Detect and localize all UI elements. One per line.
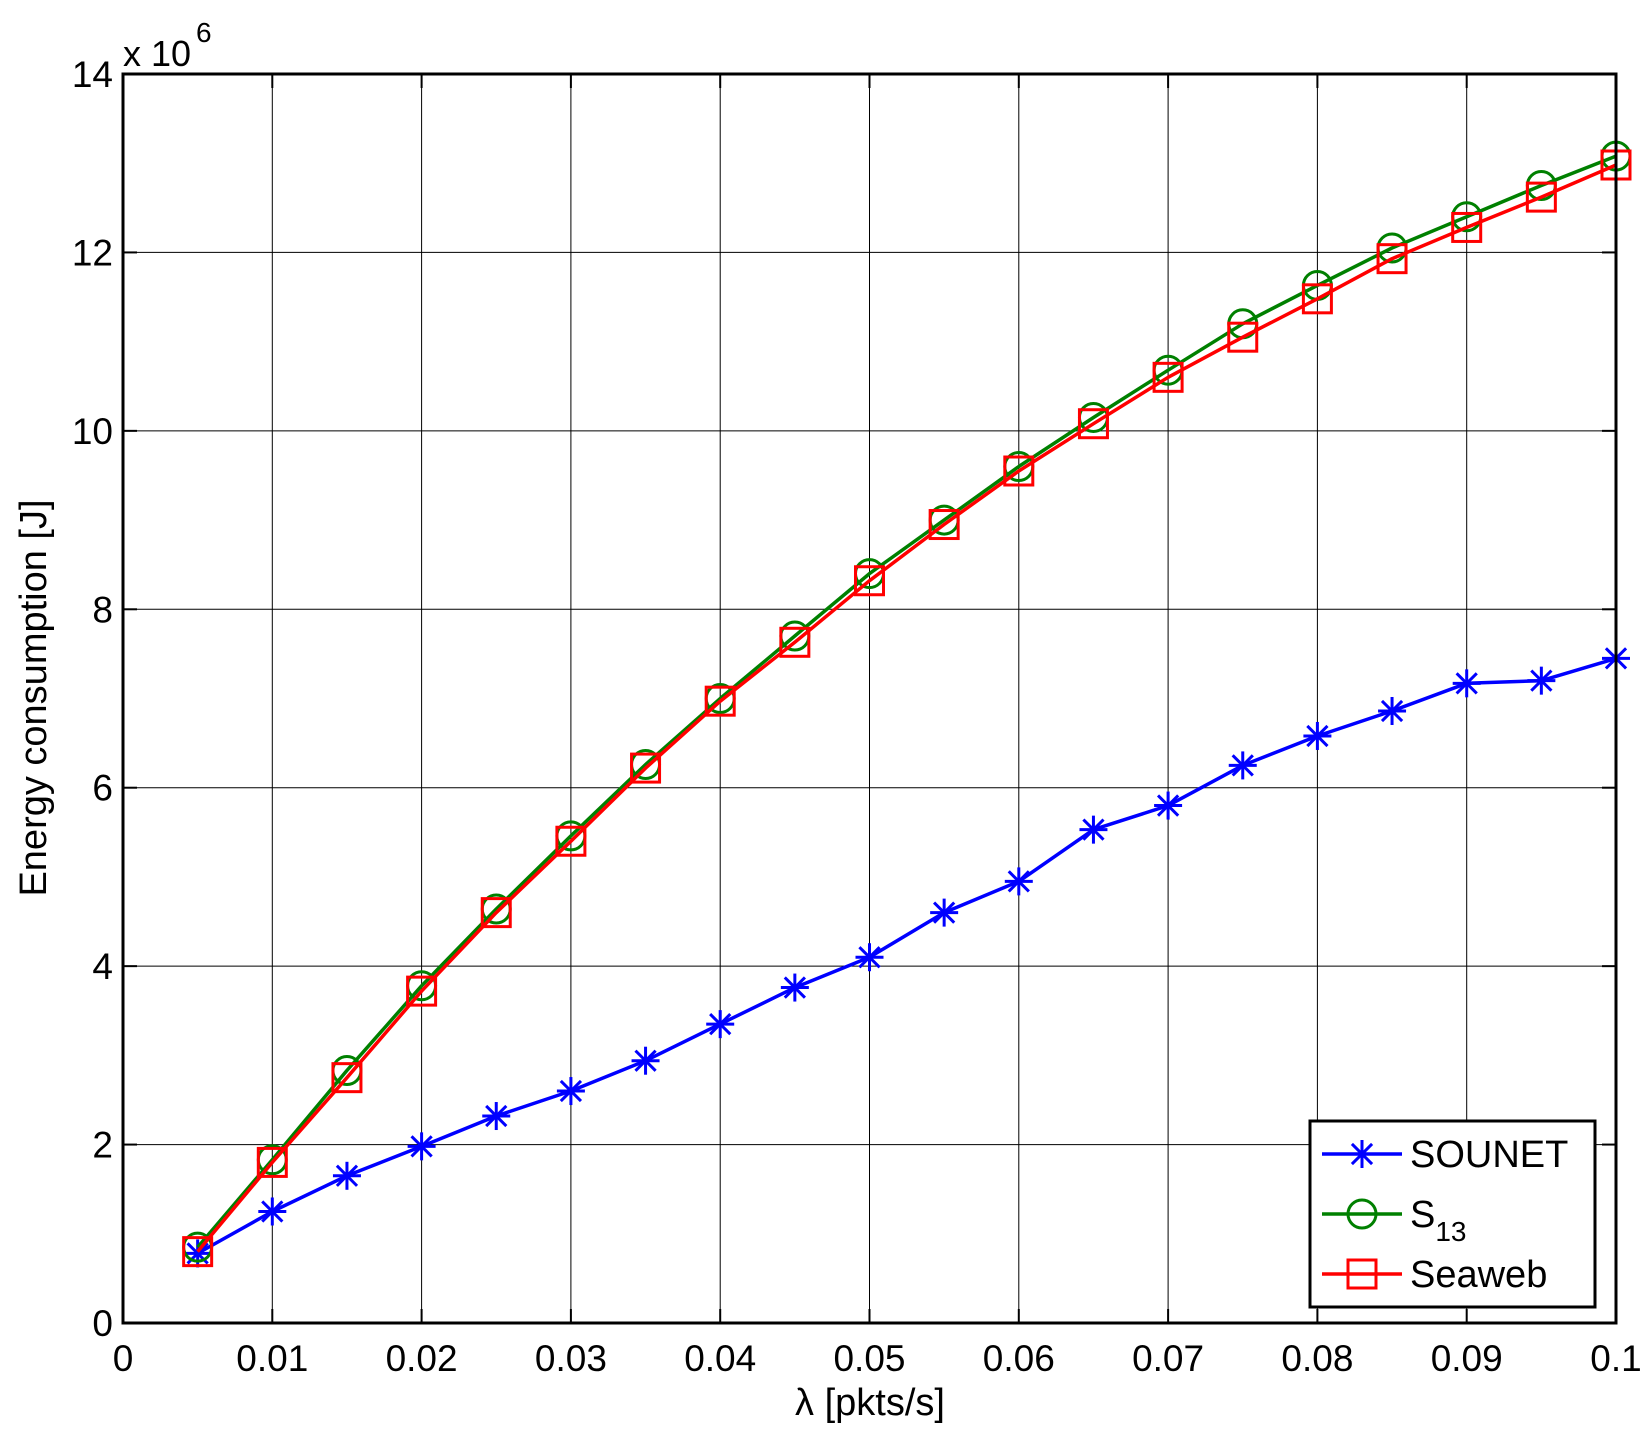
- data-point: [706, 1010, 735, 1039]
- data-point: [928, 509, 960, 541]
- data-point: [631, 1046, 660, 1075]
- data-point: [1451, 211, 1483, 243]
- data-point: [930, 898, 959, 927]
- legend-marker: [1346, 1198, 1378, 1230]
- data-point: [256, 1146, 288, 1178]
- data-point: [1378, 696, 1407, 725]
- data-point: [556, 1077, 585, 1106]
- data-point: [1228, 751, 1257, 780]
- x-tick-label: 0.06: [983, 1338, 1055, 1379]
- data-point: [1452, 669, 1481, 698]
- data-point: [630, 752, 662, 784]
- data-point: [1303, 721, 1332, 750]
- data-point: [1527, 666, 1556, 695]
- data-point: [332, 1161, 361, 1190]
- x-tick-label: 0.02: [386, 1338, 458, 1379]
- data-point: [1154, 791, 1183, 820]
- data-point: [1301, 283, 1333, 315]
- x-tick-label: 0: [113, 1338, 134, 1379]
- data-point: [407, 1132, 436, 1161]
- y-tick-label: 8: [92, 589, 113, 630]
- data-point: [854, 565, 885, 597]
- y-tick-label: 6: [92, 768, 113, 809]
- y-multiplier-base: x 10: [123, 33, 191, 74]
- data-point: [406, 975, 438, 1007]
- legend-label: Seaweb: [1410, 1254, 1547, 1296]
- legend-entry: Seaweb: [1322, 1254, 1547, 1296]
- x-tick-label: 0.08: [1281, 1338, 1353, 1379]
- data-point: [1077, 408, 1109, 440]
- legend-marker: [1346, 1258, 1378, 1290]
- plot-frame: [121, 72, 1618, 1325]
- y-tick-label: 4: [92, 946, 113, 987]
- data-point: [1152, 361, 1184, 393]
- data-point: [1525, 181, 1557, 213]
- data-point: [1004, 867, 1033, 896]
- data-point: [704, 685, 736, 717]
- x-tick-label: 0.1: [1590, 1338, 1641, 1379]
- x-axis-label: λ [pkts/s]: [795, 1382, 945, 1424]
- x-tick-label: 0.04: [684, 1338, 756, 1379]
- data-point: [1376, 243, 1408, 275]
- data-point: [1227, 321, 1259, 353]
- series-seaweb: [182, 149, 1632, 1268]
- y-tick-label: 0: [92, 1303, 113, 1344]
- legend-label: SOUNET: [1410, 1134, 1568, 1176]
- data-point: [183, 1239, 212, 1268]
- data-point: [779, 626, 811, 658]
- data-point: [480, 897, 512, 929]
- legend-entry: SOUNET: [1322, 1134, 1568, 1176]
- tick-labels: 0 0.01 0.02 0.03 0.04 0.05 0.06 0.07 0.08 0.09 0.1…: [72, 54, 1642, 1379]
- data-point: [331, 1062, 363, 1094]
- y-axis-label: Energy consumption [J]: [13, 499, 55, 896]
- data-point: [1079, 815, 1108, 844]
- x-tick-label: 0.09: [1431, 1338, 1503, 1379]
- y-multiplier: x 10 6: [123, 17, 212, 74]
- series-line: [196, 656, 1617, 1255]
- y-tick-label: 14: [72, 54, 113, 95]
- data-point: [258, 1197, 287, 1226]
- y-multiplier-exponent: 6: [196, 17, 212, 48]
- y-tick-label: 10: [72, 411, 113, 452]
- x-tick-label: 0.07: [1132, 1338, 1204, 1379]
- x-tick-label: 0.03: [535, 1338, 607, 1379]
- y-tick-label: 2: [92, 1125, 113, 1166]
- data-point: [482, 1102, 511, 1131]
- y-tick-label: 12: [72, 232, 113, 273]
- data-point: [182, 1236, 214, 1268]
- data-point: [555, 825, 587, 857]
- x-tick-label: 0.01: [236, 1338, 308, 1379]
- data-point: [780, 973, 809, 1002]
- legend-marker: [1348, 1140, 1376, 1168]
- x-tick-label: 0.05: [833, 1338, 905, 1379]
- data-point: [1003, 455, 1035, 487]
- data-point: [855, 943, 884, 972]
